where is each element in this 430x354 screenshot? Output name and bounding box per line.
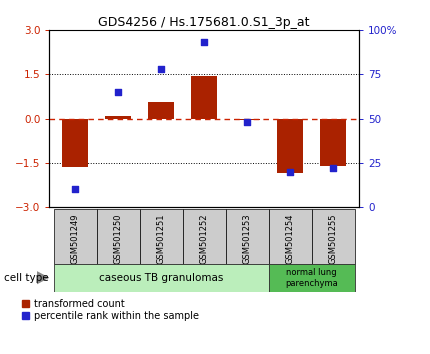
Point <box>244 119 251 125</box>
Text: GSM501255: GSM501255 <box>329 213 338 264</box>
Bar <box>54 209 97 264</box>
Text: GSM501250: GSM501250 <box>114 213 123 264</box>
Point <box>158 66 165 72</box>
Bar <box>269 209 312 264</box>
Text: GSM501251: GSM501251 <box>157 213 166 264</box>
Bar <box>234 119 260 120</box>
Bar <box>183 209 226 264</box>
Bar <box>277 119 303 173</box>
Legend: transformed count, percentile rank within the sample: transformed count, percentile rank withi… <box>22 299 199 321</box>
Text: cell type: cell type <box>4 273 49 283</box>
Bar <box>312 209 355 264</box>
Bar <box>54 264 269 292</box>
Bar <box>320 119 346 166</box>
Text: GSM501253: GSM501253 <box>243 213 252 264</box>
Bar <box>140 209 183 264</box>
Text: GSM501252: GSM501252 <box>200 213 209 264</box>
Text: GSM501254: GSM501254 <box>286 213 295 264</box>
Bar <box>148 102 174 119</box>
Bar <box>191 76 217 119</box>
Point <box>330 165 337 171</box>
Text: caseous TB granulomas: caseous TB granulomas <box>99 273 224 283</box>
Point <box>115 89 122 95</box>
Point <box>72 187 79 192</box>
Point <box>287 169 294 175</box>
Text: GSM501249: GSM501249 <box>71 213 80 264</box>
Point <box>201 40 208 45</box>
Title: GDS4256 / Hs.175681.0.S1_3p_at: GDS4256 / Hs.175681.0.S1_3p_at <box>98 16 310 29</box>
Bar <box>97 209 140 264</box>
Bar <box>62 119 88 167</box>
Bar <box>105 116 131 119</box>
Bar <box>226 209 269 264</box>
Text: normal lung
parenchyma: normal lung parenchyma <box>286 268 338 287</box>
Polygon shape <box>37 271 49 285</box>
Bar <box>269 264 355 292</box>
